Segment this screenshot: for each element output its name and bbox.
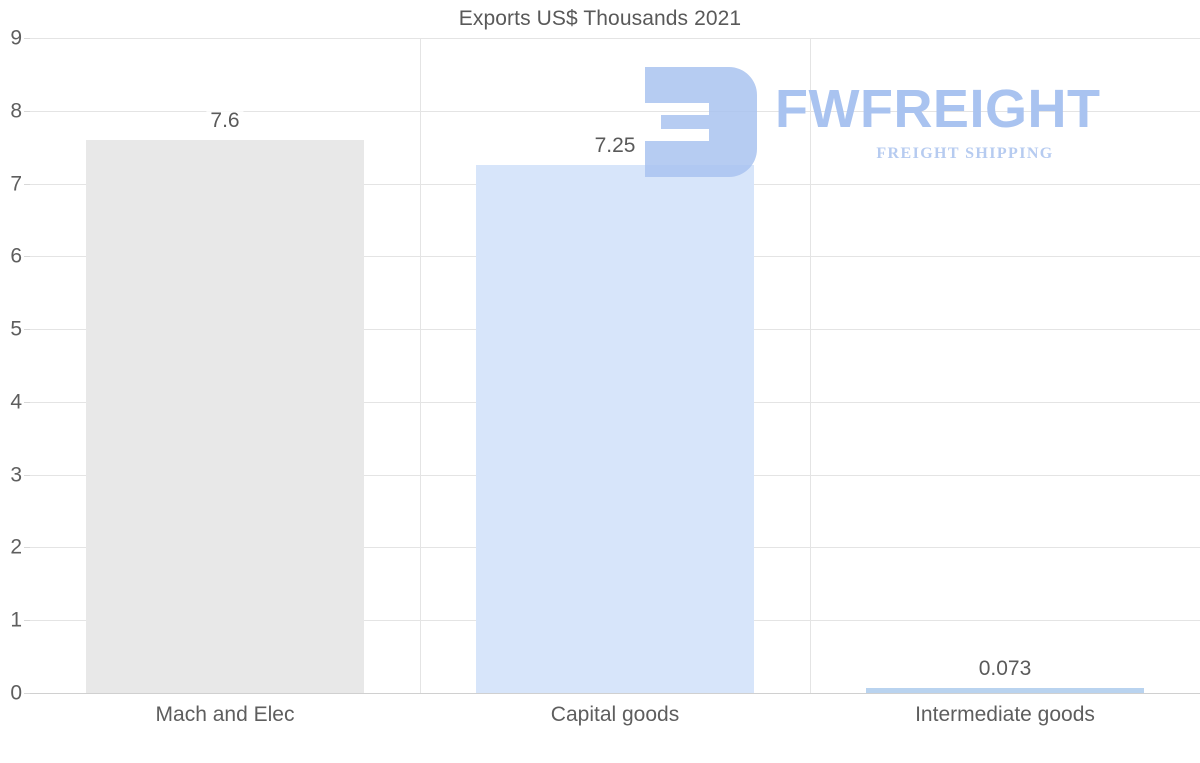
- y-axis-tick-label: 1: [10, 608, 22, 632]
- bar-2[interactable]: [865, 687, 1145, 693]
- bar-0[interactable]: [85, 139, 365, 693]
- gridline-x-1: [420, 38, 421, 693]
- y-axis-tick-label: 4: [10, 390, 22, 414]
- y-axis-tick-label: 3: [10, 463, 22, 487]
- bars-layer: 7.6 7.25 0.073: [30, 38, 1200, 693]
- y-axis-tick-label: 0: [10, 681, 22, 705]
- bar-value-label: 7.6: [206, 108, 244, 133]
- x-axis-label-2: Intermediate goods: [915, 703, 1095, 726]
- gridline-y-0: [30, 693, 1200, 694]
- gridline-x-2: [810, 38, 811, 693]
- y-axis-tick-mark: [24, 110, 30, 112]
- y-axis-tick-label: 9: [10, 26, 22, 50]
- x-axis-category-labels: Mach and Elec Capital goods Intermediate g…: [30, 703, 1200, 743]
- y-axis-tick-mark: [24, 547, 30, 549]
- x-axis-label-0: Mach and Elec: [155, 703, 295, 726]
- gridline-y-9: [30, 38, 1200, 39]
- y-axis-tick-label: 6: [10, 244, 22, 268]
- y-axis-tick-mark: [24, 329, 30, 331]
- y-axis-tick-mark: [24, 693, 30, 694]
- gridline-y-8: [30, 110, 1200, 112]
- plot-area: 7.6 7.25 0.073: [30, 38, 1200, 694]
- y-axis-tick-mark: [24, 256, 30, 258]
- bar-value-label: 0.073: [974, 656, 1036, 681]
- y-axis-tick-mark: [24, 620, 30, 622]
- y-axis-tick-mark: [24, 474, 30, 476]
- y-axis-tick-mark: [24, 183, 30, 185]
- bar-1[interactable]: [475, 165, 755, 693]
- x-axis-label-1: Capital goods: [550, 703, 680, 726]
- y-axis-tick-mark: [24, 401, 30, 403]
- chart-title: Exports US$ Thousands 2021: [458, 7, 742, 30]
- y-axis-tick-label: 5: [10, 317, 22, 341]
- y-axis-tick-label: 2: [10, 535, 22, 559]
- vertical-gridlines: [30, 38, 1200, 693]
- y-axis-tick-label: 7: [10, 172, 22, 196]
- bar-value-label: 7.25: [590, 134, 640, 159]
- y-axis-tick-mark: [24, 38, 30, 39]
- y-axis-tick-label: 8: [10, 99, 22, 123]
